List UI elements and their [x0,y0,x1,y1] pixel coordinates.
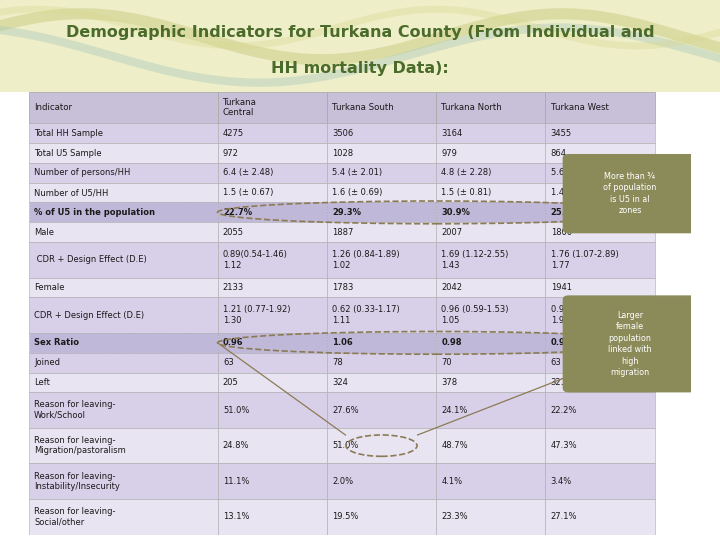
Bar [217,202,327,222]
Text: 1028: 1028 [332,148,354,158]
Bar [436,183,546,202]
Bar [327,242,436,278]
Bar [29,222,217,242]
Bar [546,373,654,392]
Text: 1.06: 1.06 [332,339,353,347]
Text: 1.4 (±0.83): 1.4 (±0.83) [551,188,598,197]
Text: 1800: 1800 [551,228,572,237]
Text: 63: 63 [551,358,562,367]
Text: 4.8 (± 2.28): 4.8 (± 2.28) [441,168,492,177]
Bar [436,222,546,242]
Bar [29,163,217,183]
Text: 29.3%: 29.3% [332,208,361,217]
Bar [29,242,217,278]
FancyBboxPatch shape [563,296,696,392]
Bar [546,242,654,278]
FancyArrowPatch shape [572,343,652,348]
Bar [217,242,327,278]
Bar [436,163,546,183]
Bar [29,353,217,373]
Text: Female: Female [34,283,65,292]
Text: Total U5 Sample: Total U5 Sample [34,148,102,158]
Bar [327,278,436,298]
Text: Joined: Joined [34,358,60,367]
Text: 0.62 (0.33-1.17)
1.11: 0.62 (0.33-1.17) 1.11 [332,306,400,325]
Bar [327,373,436,392]
Text: 48.7%: 48.7% [441,441,468,450]
Bar [436,463,546,499]
Text: 25.0%: 25.0% [551,208,580,217]
FancyBboxPatch shape [563,154,696,233]
Text: 979: 979 [441,148,457,158]
Bar [29,278,217,298]
Bar [327,92,436,124]
Bar [546,428,654,463]
Text: 2055: 2055 [223,228,244,237]
Text: Turkana North: Turkana North [441,103,503,112]
Text: 864: 864 [551,148,567,158]
Bar [436,298,546,333]
Text: 3.4%: 3.4% [551,477,572,485]
Text: 1.69 (1.12-2.55)
1.43: 1.69 (1.12-2.55) 1.43 [441,250,509,269]
FancyArrowPatch shape [572,193,652,211]
Bar [546,183,654,202]
Bar [327,163,436,183]
Bar [217,373,327,392]
Text: 1.76 (1.07-2.89)
1.77: 1.76 (1.07-2.89) 1.77 [551,250,618,269]
Text: 51.0%: 51.0% [332,441,359,450]
Text: 11.1%: 11.1% [223,477,249,485]
Text: CDR + Design Effect (D.E): CDR + Design Effect (D.E) [34,310,144,320]
Bar [29,124,217,143]
Text: 205: 205 [223,378,238,387]
Bar [436,124,546,143]
Text: 30.9%: 30.9% [441,208,470,217]
Text: 5.6 (±2.31): 5.6 (±2.31) [551,168,598,177]
Text: 24.8%: 24.8% [223,441,249,450]
Bar [29,92,217,124]
Bar [546,202,654,222]
Bar [436,278,546,298]
Bar [29,143,217,163]
Text: Turkana West: Turkana West [551,103,608,112]
Bar [546,298,654,333]
Text: 0.96: 0.96 [223,339,243,347]
Text: 22.7%: 22.7% [223,208,252,217]
Text: 378: 378 [441,378,458,387]
Bar [436,428,546,463]
Bar [29,333,217,353]
Text: More than ¾
of population
is U5 in al
zones: More than ¾ of population is U5 in al zo… [603,172,657,215]
Text: 3164: 3164 [441,129,463,138]
Text: 3455: 3455 [551,129,572,138]
Bar [217,353,327,373]
Bar [217,183,327,202]
Bar [29,428,217,463]
Bar [217,298,327,333]
Text: 1.26 (0.84-1.89)
1.02: 1.26 (0.84-1.89) 1.02 [332,250,400,269]
Text: 24.1%: 24.1% [441,406,468,415]
Text: Reason for leaving-
Instability/Insecurity: Reason for leaving- Instability/Insecuri… [34,471,120,491]
Bar [327,202,436,222]
Bar [217,92,327,124]
Text: 27.1%: 27.1% [551,512,577,521]
Text: Total HH Sample: Total HH Sample [34,129,103,138]
Text: 19.5%: 19.5% [332,512,359,521]
Text: Sex Ratio: Sex Ratio [34,339,79,347]
Text: 51.0%: 51.0% [223,406,249,415]
Bar [436,143,546,163]
Bar [217,222,327,242]
Bar [436,202,546,222]
Bar [546,499,654,535]
Bar [217,428,327,463]
Text: Larger
female
population
linked with
high
migration: Larger female population linked with hig… [608,310,652,377]
Text: Number of U5/HH: Number of U5/HH [34,188,109,197]
Text: 1887: 1887 [332,228,354,237]
Text: 1783: 1783 [332,283,354,292]
Text: 2042: 2042 [441,283,462,292]
Bar [436,373,546,392]
Text: 0.97 (0.49-1.92)
1.92: 0.97 (0.49-1.92) 1.92 [551,306,618,325]
Text: 27.6%: 27.6% [332,406,359,415]
Text: 2007: 2007 [441,228,463,237]
Bar [327,353,436,373]
Text: 0.93: 0.93 [551,339,571,347]
Bar [327,428,436,463]
